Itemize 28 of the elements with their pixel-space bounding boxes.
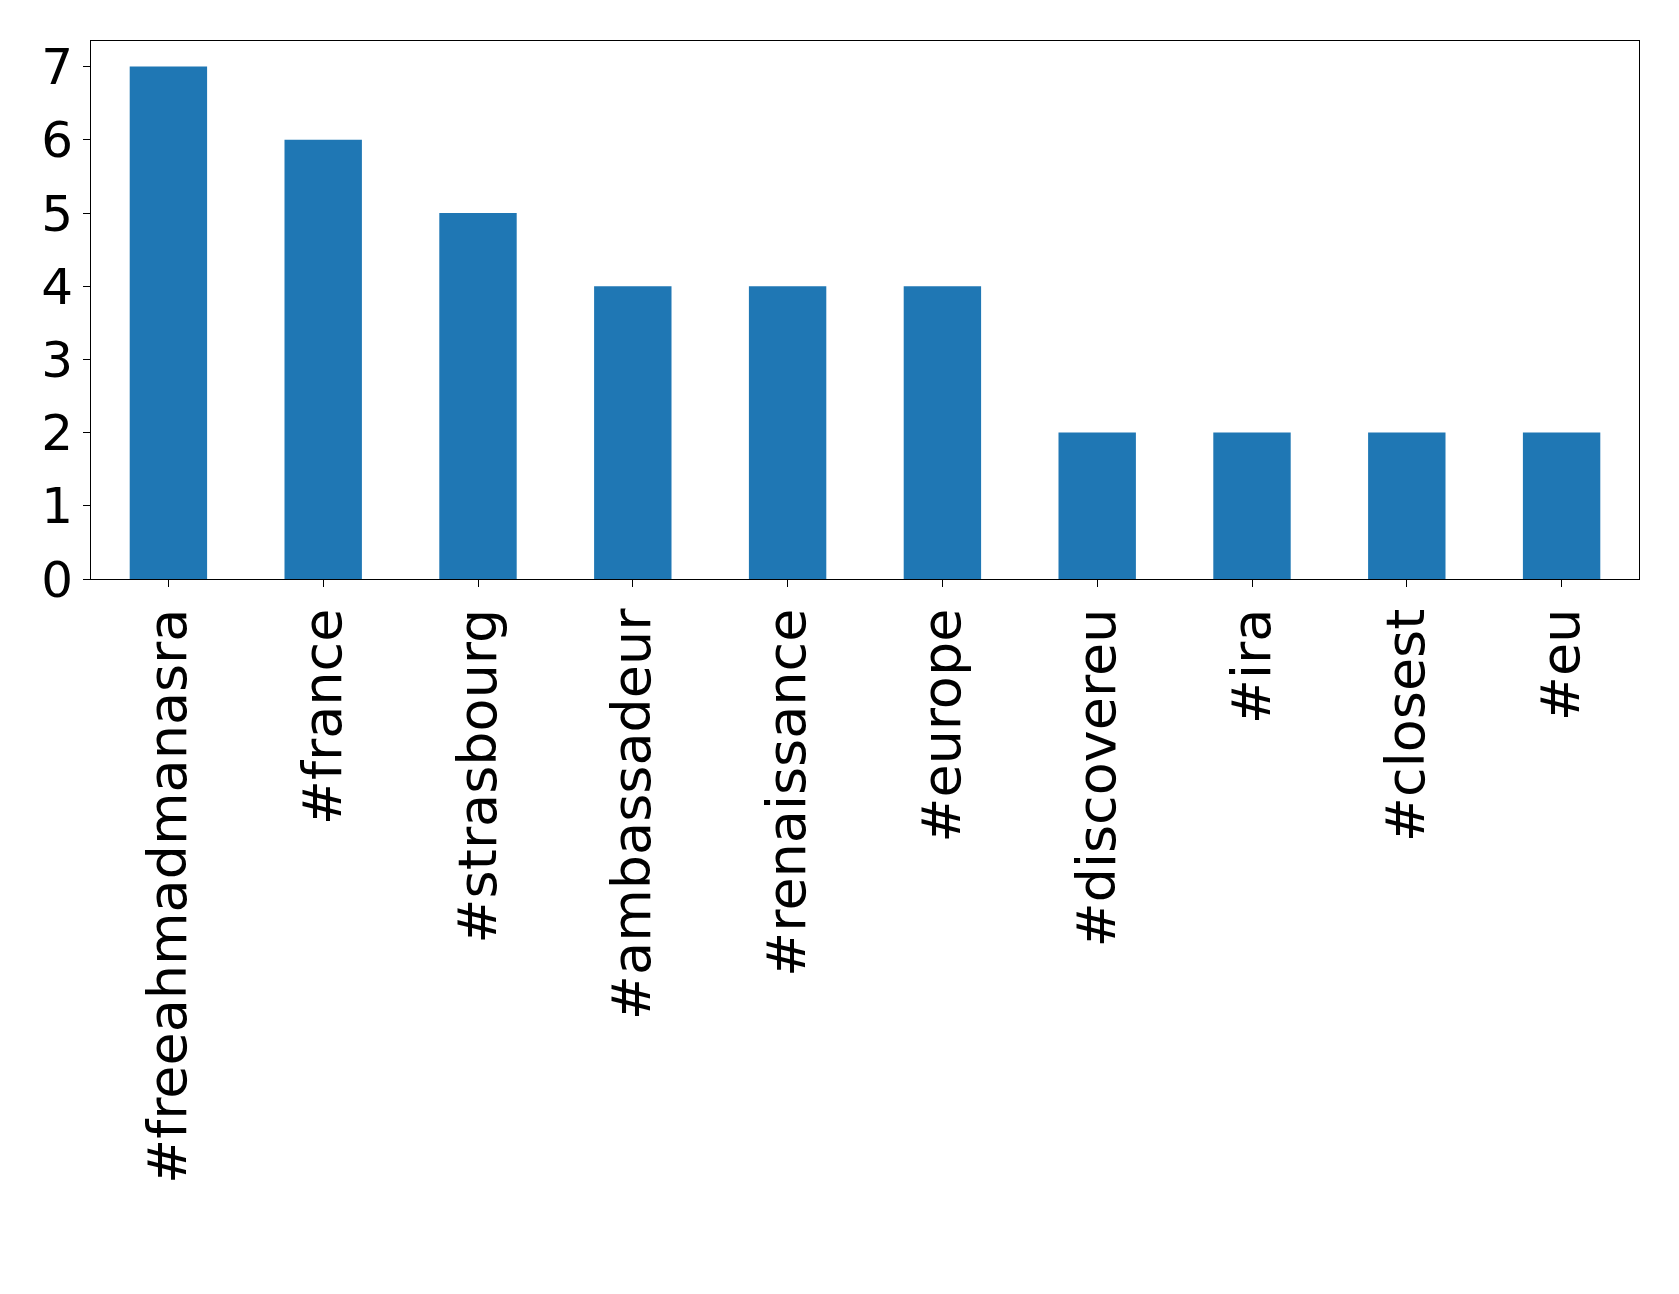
y-tick-label: 0 <box>41 550 73 609</box>
y-tick-label: 3 <box>41 330 73 389</box>
bar <box>129 66 208 579</box>
x-tick-label: #eu <box>1529 608 1593 722</box>
y-tick-label: 6 <box>41 111 73 170</box>
bar <box>1058 432 1136 579</box>
bar <box>594 286 672 579</box>
y-tick-label: 5 <box>41 184 73 243</box>
bar <box>439 213 517 579</box>
y-tick-label: 1 <box>41 477 73 536</box>
bar <box>1368 432 1446 579</box>
x-tick-label: #strasbourg <box>445 608 509 944</box>
x-tick-label: #ira <box>1219 608 1283 725</box>
bar <box>1213 432 1291 579</box>
bar <box>1522 432 1601 579</box>
y-tick-label: 4 <box>41 257 73 316</box>
x-tick-label: #renaissance <box>755 608 819 977</box>
x-tick-label: #europe <box>909 608 973 843</box>
x-tick-label: #france <box>290 608 354 826</box>
y-tick-label: 2 <box>41 404 73 463</box>
x-tick-label: #discovereu <box>1064 608 1128 948</box>
x-tick-label: #ambassadeur <box>600 607 664 1021</box>
x-tick-label: #freeahmadmanasra <box>135 608 199 1185</box>
y-tick-label: 7 <box>41 38 73 97</box>
x-tick-label: #closest <box>1374 608 1438 843</box>
bar <box>903 286 982 579</box>
bar <box>748 286 827 579</box>
bar <box>284 139 362 579</box>
